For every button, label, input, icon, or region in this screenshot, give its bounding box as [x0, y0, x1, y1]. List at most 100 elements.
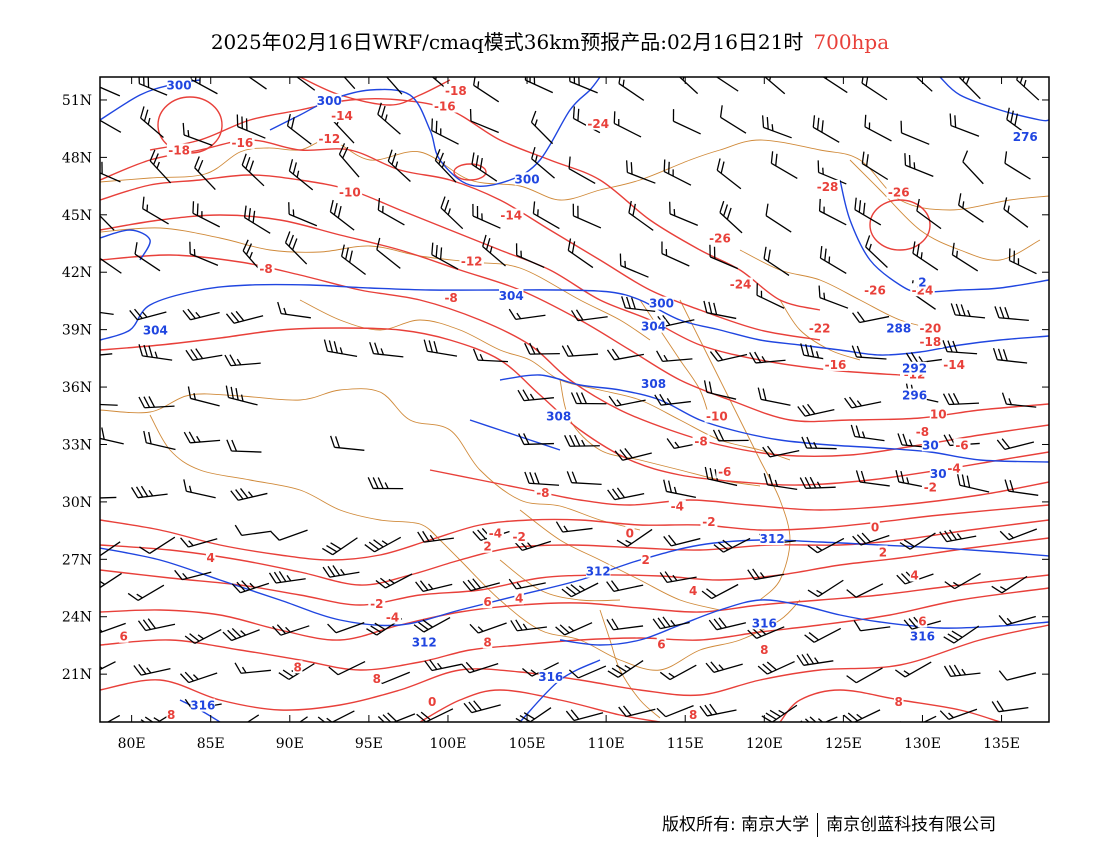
wind-barb [387, 149, 411, 182]
temperature-label-bg [482, 595, 493, 609]
height-contour [100, 229, 151, 261]
height-label: 308 [641, 377, 666, 391]
height-label: 300 [167, 78, 192, 92]
wind-barb [992, 348, 1028, 364]
temperature-label-bg [953, 438, 971, 452]
footer: 版权所有: 南京大学 南京创蓝科技有限公司 [662, 810, 996, 837]
wind-barb [236, 114, 266, 139]
temperature-label: -24 [730, 278, 752, 292]
company-name: 南京创蓝科技有限公司 [826, 815, 997, 835]
wind-barb [998, 670, 1037, 681]
wind-barb [469, 108, 499, 134]
wind-barb [100, 661, 116, 676]
temperature-label-bg [292, 660, 303, 674]
wind-barb [234, 524, 272, 536]
wind-barb [133, 664, 171, 676]
height-label-bg [538, 669, 564, 683]
temperature-contour [100, 504, 1049, 561]
wind-barb [719, 105, 747, 134]
border-line [299, 299, 791, 461]
wind-barb [322, 565, 360, 578]
wind-barb [713, 537, 751, 553]
temperature-label-bg [913, 424, 931, 438]
wind-barb [100, 541, 121, 560]
temperature-label: 8 [167, 708, 175, 722]
wind-barb [100, 353, 113, 358]
wind-barb [233, 714, 260, 722]
temperature-label-bg [929, 407, 947, 421]
y-tick-label: 36N [62, 380, 92, 396]
border-line [100, 227, 651, 341]
temperature-label-bg [230, 135, 255, 149]
wind-barb [614, 448, 652, 461]
wind-barb [861, 151, 889, 181]
height-label-bg [190, 698, 216, 712]
wind-barb [661, 241, 690, 267]
temperature-label: 0 [871, 521, 879, 535]
map-frame [99, 76, 1050, 723]
wind-barb [894, 661, 932, 678]
wind-barb [951, 242, 979, 272]
temperature-label: -4 [947, 461, 960, 475]
temperature-label-bg [910, 283, 935, 297]
wind-barb [282, 716, 308, 722]
wind-barb [328, 660, 366, 676]
temperature-label: 0 [626, 526, 634, 540]
temperature-label: -16 [232, 136, 254, 150]
temperature-label: -16 [434, 100, 456, 114]
x-tick-label: 85E [197, 736, 225, 752]
wind-barb [570, 392, 607, 405]
x-tick-label: 105E [509, 736, 546, 752]
temperature-label: -14 [331, 109, 353, 123]
wind-barb [763, 246, 790, 276]
wind-barb [656, 704, 694, 718]
wind-barb [555, 521, 593, 533]
temperature-label-bg [886, 185, 911, 199]
temperature-label-bg [368, 597, 386, 611]
wind-barb [864, 114, 892, 142]
wind-barb [916, 198, 942, 230]
temperature-label: -24 [587, 117, 609, 131]
wind-barb [757, 660, 795, 675]
wind-barb [243, 205, 271, 234]
wind-barb [950, 303, 986, 319]
wind-barb [377, 102, 401, 135]
wind-barb [765, 203, 792, 233]
wind-barb [182, 122, 213, 147]
border-line [599, 609, 661, 719]
height-contour [839, 179, 1049, 293]
wind-barb [756, 283, 785, 309]
temperature-label-bg [862, 283, 888, 297]
y-tick-label: 21N [62, 667, 92, 683]
height-label-bg [317, 93, 342, 107]
temperature-label-bg [482, 539, 493, 553]
wind-barb [607, 487, 645, 501]
wind-barb [607, 659, 644, 678]
y-tick-label: 48N [62, 150, 92, 166]
temperature-label-bg [510, 530, 528, 544]
height-label: 316 [910, 630, 935, 644]
wind-barb [616, 528, 653, 548]
temperature-label-bg [257, 262, 275, 276]
wind-barb [747, 568, 785, 581]
temperature-label: -18 [168, 144, 190, 158]
temperature-label: -18 [920, 335, 942, 349]
temperature-label: 8 [760, 643, 768, 657]
height-label: 312 [412, 635, 437, 649]
wind-barb [431, 118, 459, 145]
wind-barb [900, 120, 930, 145]
wind-barb [375, 573, 413, 589]
wind-barb [672, 109, 701, 135]
temperature-label: 4 [207, 551, 215, 565]
height-label: 316 [538, 670, 563, 684]
temperature-contour [779, 689, 1001, 722]
temperature-label-bg [918, 321, 943, 335]
wind-barb [812, 115, 840, 143]
temperature-label: -24 [912, 283, 934, 297]
wind-barb [761, 704, 798, 722]
height-label: 300 [515, 172, 540, 186]
temperature-label-bg [704, 409, 730, 423]
wind-barb [100, 403, 118, 406]
temperature-labels: -18-16-14-12-18-16-24-28 -26-10-14-26-12-… [118, 84, 971, 722]
temperature-label-bg [668, 499, 686, 513]
